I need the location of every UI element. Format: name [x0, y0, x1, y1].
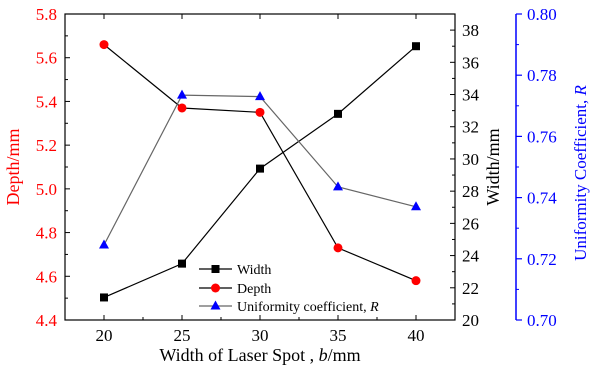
axes: 20 25 30 35 40 Width of Laser Spot , b/mm 4.4 4… [3, 5, 590, 365]
right2-tick-label: 0.70 [527, 311, 557, 330]
legend-marker [210, 300, 221, 310]
right1-axis-label: Width/mm [483, 128, 503, 205]
legend-item: Depth [199, 282, 271, 297]
legend-item: Uniformity coefficient, R [199, 300, 379, 315]
series [99, 40, 421, 302]
data-point [255, 91, 265, 101]
left-tick-label: 5.8 [36, 5, 57, 24]
series-2 [99, 89, 421, 249]
data-point [177, 103, 187, 113]
right1-tick-label: 28 [462, 182, 479, 201]
legend-marker [211, 283, 220, 293]
x-axis-label-unit: /mm [328, 345, 361, 365]
right1-tick-label: 30 [462, 150, 479, 169]
left-axis-label: Depth/mm [3, 129, 23, 206]
x-tick-label: 40 [408, 326, 425, 345]
data-point [333, 181, 343, 191]
data-point [256, 164, 264, 173]
right1-tick-label: 32 [462, 118, 479, 137]
data-point [177, 89, 187, 99]
right1-tick-label: 22 [462, 279, 479, 298]
legend: Width Depth Uniformity coefficient, R [199, 263, 379, 315]
left-tick-label: 4.6 [36, 267, 57, 286]
right2-tick-label: 0.76 [527, 127, 557, 146]
data-point [255, 107, 265, 117]
data-point [99, 40, 109, 50]
left-tick-label: 4.8 [36, 224, 57, 243]
right2-tick-label: 0.74 [527, 189, 557, 208]
legend-label-italic: R [369, 300, 379, 315]
x-tick-label: 35 [330, 326, 347, 345]
left-tick-label: 5.6 [36, 49, 57, 68]
data-point [411, 276, 421, 286]
right1-tick-label: 20 [462, 311, 479, 330]
data-point [178, 259, 186, 268]
data-point [333, 243, 343, 253]
right1-tick-label: 26 [462, 214, 479, 233]
series-0 [100, 42, 420, 302]
right2-axis-label-italic: R [571, 84, 590, 96]
legend-label-main: Uniformity coefficient, [237, 300, 370, 315]
legend-item: Width [199, 263, 271, 278]
right2-axis-label: Uniformity Coefficient, R [571, 84, 590, 260]
right1-tick-label: 38 [462, 21, 479, 40]
left-tick-label: 5.2 [36, 136, 57, 155]
x-tick-label: 30 [252, 326, 269, 345]
left-tick-label: 5.4 [36, 92, 58, 111]
series-line [103, 44, 417, 282]
x-axis-label-italic: b [319, 345, 328, 365]
right1-tick-label: 34 [462, 86, 480, 105]
right1-tick-label: 24 [462, 247, 480, 266]
left-tick-label: 4.4 [36, 311, 58, 330]
legend-label: Depth [237, 282, 271, 297]
right2-tick-label: 0.78 [527, 66, 557, 85]
data-point [99, 239, 109, 249]
series-1 [99, 40, 421, 286]
left-tick-label: 5.0 [36, 180, 57, 199]
data-point [411, 201, 421, 211]
right2-axis-label-main: Uniformity Coefficient, [571, 95, 590, 260]
legend-marker [211, 265, 220, 273]
right2-tick-label: 0.72 [527, 250, 557, 269]
x-tick-label: 20 [96, 326, 113, 345]
right1-tick-label: 36 [462, 53, 479, 72]
x-tick-label: 25 [174, 326, 191, 345]
legend-label: Width [237, 263, 271, 278]
data-point [100, 293, 108, 302]
x-axis-label-main: Width of Laser Spot , [159, 345, 318, 365]
data-point [334, 109, 342, 118]
right2-tick-label: 0.80 [527, 5, 557, 24]
x-axis-label: Width of Laser Spot , b/mm [159, 345, 360, 365]
legend-label: Uniformity coefficient, R [237, 300, 379, 315]
data-point [412, 42, 420, 51]
